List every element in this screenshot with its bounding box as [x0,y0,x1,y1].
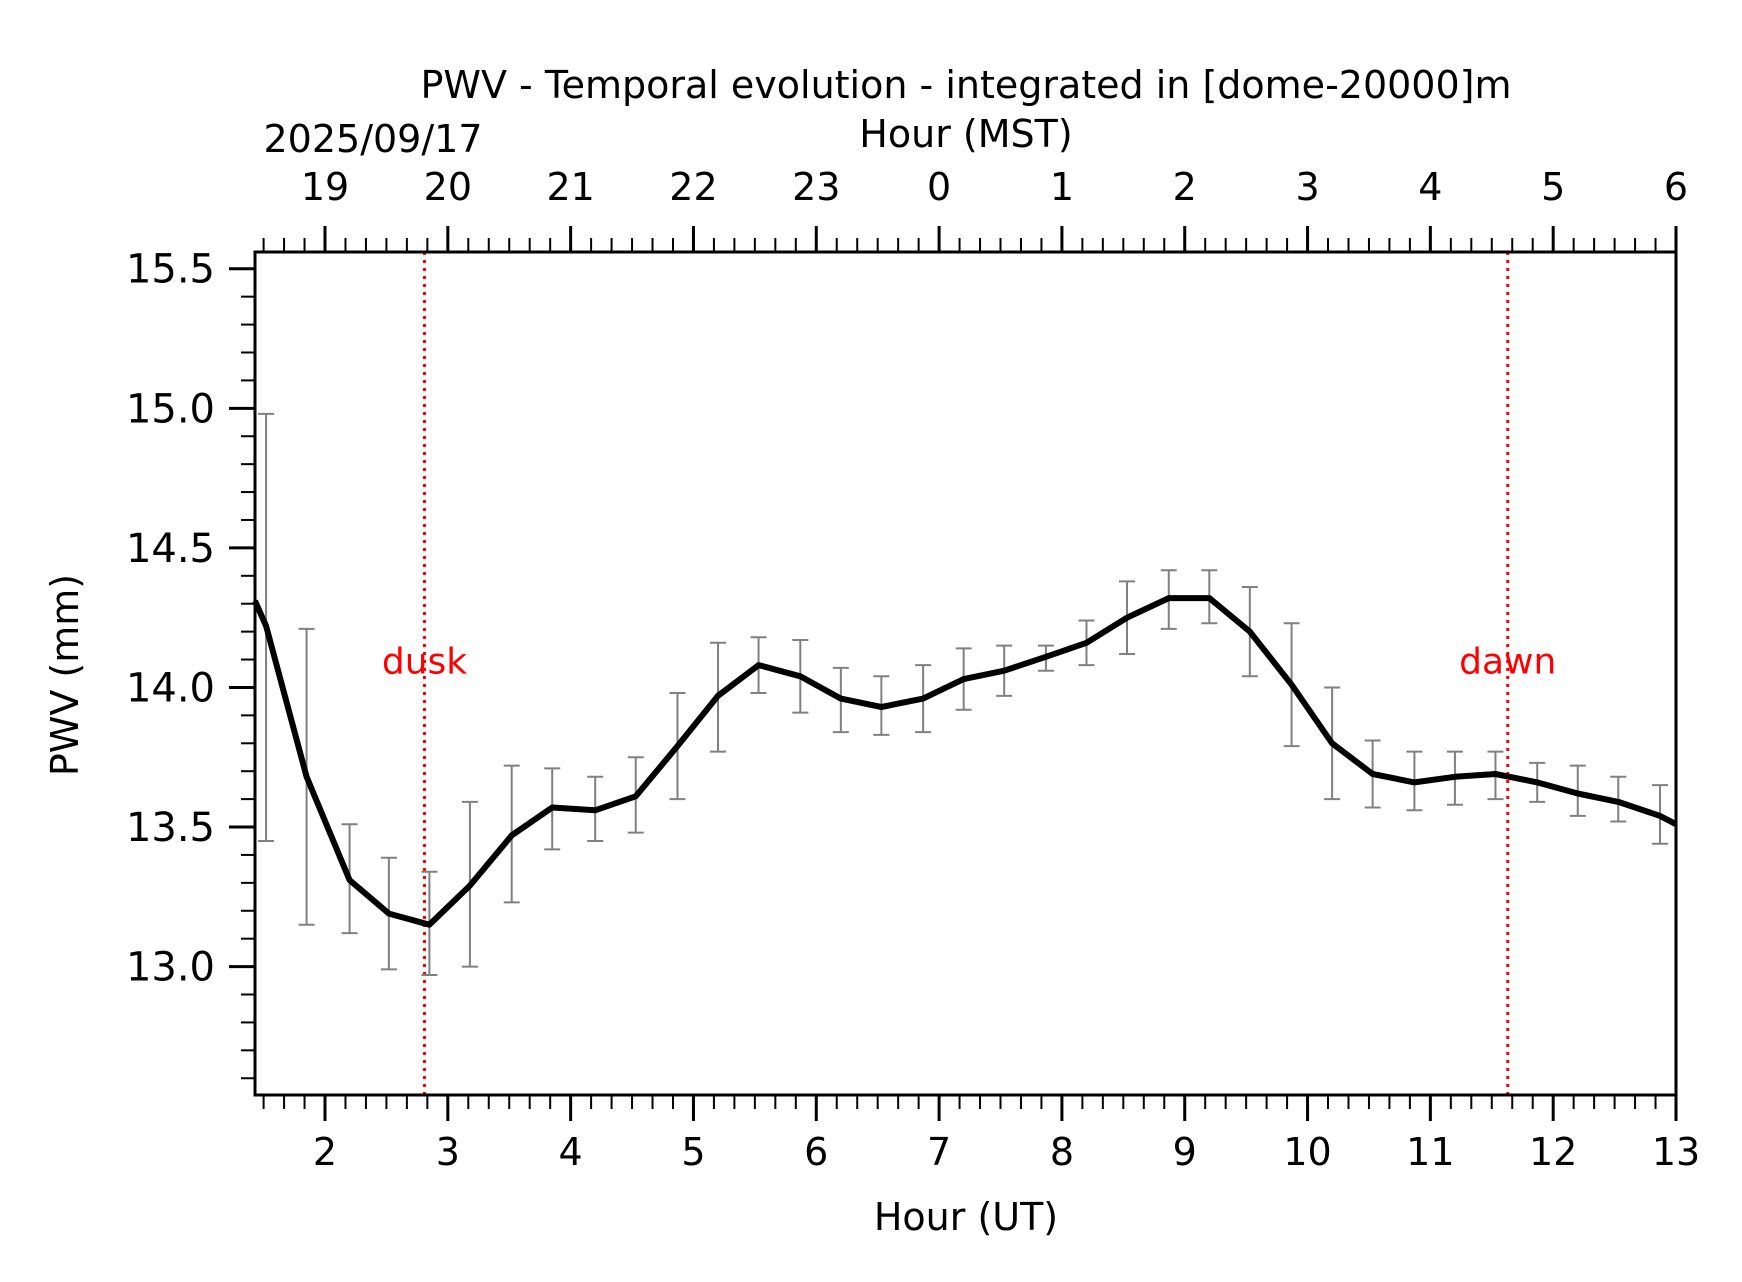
y-tick-label: 15.0 [126,386,215,432]
x-tick-label: 11 [1406,1130,1454,1174]
x-tick-label: 5 [681,1130,705,1174]
top-axis-label: Hour (MST) [859,112,1072,156]
x2-tick-label: 23 [792,165,840,209]
x2-tick-label: 5 [1541,165,1565,209]
x-tick-label: 2 [313,1130,337,1174]
x2-tick-label: 22 [669,165,717,209]
x2-tick-label: 1 [1050,165,1074,209]
dusk-label: dusk [382,642,467,683]
x-tick-label: 9 [1173,1130,1197,1174]
y-axis-label: PWV (mm) [43,574,87,776]
x2-tick-label: 4 [1418,165,1442,209]
x2-tick-label: 21 [546,165,594,209]
x2-tick-label: 3 [1295,165,1319,209]
y-tick-label: 13.0 [126,945,215,991]
date-label: 2025/09/17 [263,117,482,161]
dawn-label: dawn [1459,642,1556,683]
x2-tick-label: 2 [1173,165,1197,209]
plot-frame [253,250,1678,1097]
x-tick-label: 8 [1050,1130,1074,1174]
x-tick-label: 13 [1652,1130,1700,1174]
x2-tick-label: 19 [301,165,349,209]
y-tick-label: 14.0 [126,665,215,711]
y-tick-label: 13.5 [126,805,215,851]
x-tick-label: 4 [559,1130,583,1174]
x-tick-label: 6 [804,1130,828,1174]
x-tick-label: 3 [436,1130,460,1174]
x2-tick-label: 6 [1664,165,1688,209]
x-tick-label: 12 [1529,1130,1577,1174]
series-layer [252,595,1678,928]
x-tick-label: 7 [927,1130,951,1174]
x2-tick-label: 0 [927,165,951,209]
y-tick-label: 15.5 [126,247,215,293]
annotation-label-layer: dusk dawn [382,642,1556,683]
chart-title: PWV - Temporal evolution - integrated in… [420,63,1511,107]
y-tick-label: 14.5 [126,526,215,572]
x-axis-label: Hour (UT) [874,1195,1058,1239]
x-tick-label: 10 [1283,1130,1331,1174]
x2-tick-label: 20 [424,165,472,209]
axes-layer: 21932042152262370819210311412513613.013.… [126,165,1700,1174]
